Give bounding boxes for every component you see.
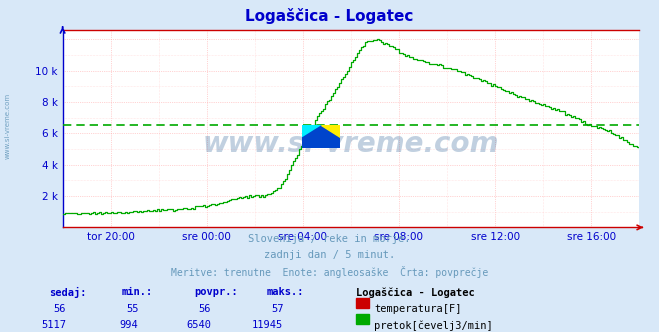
Text: Meritve: trenutne  Enote: angleosaške  Črta: povprečje: Meritve: trenutne Enote: angleosaške Črt… — [171, 266, 488, 278]
Text: 11945: 11945 — [252, 320, 283, 330]
Text: maks.:: maks.: — [267, 287, 304, 297]
Polygon shape — [302, 125, 339, 148]
Text: temperatura[F]: temperatura[F] — [374, 304, 462, 314]
Text: 57: 57 — [271, 304, 283, 314]
Text: sedaj:: sedaj: — [49, 287, 87, 298]
Text: 5117: 5117 — [41, 320, 66, 330]
Text: Logaščica - Logatec: Logaščica - Logatec — [356, 287, 474, 298]
Polygon shape — [321, 125, 339, 136]
Polygon shape — [302, 125, 339, 148]
Text: www.si-vreme.com: www.si-vreme.com — [203, 130, 499, 158]
Text: 55: 55 — [126, 304, 138, 314]
Text: pretok[čevelj3/min]: pretok[čevelj3/min] — [374, 320, 493, 331]
Text: Logaščica - Logatec: Logaščica - Logatec — [245, 8, 414, 24]
Polygon shape — [302, 125, 321, 136]
Text: 994: 994 — [120, 320, 138, 330]
Text: zadnji dan / 5 minut.: zadnji dan / 5 minut. — [264, 250, 395, 260]
Text: 56: 56 — [198, 304, 211, 314]
Text: Slovenija / reke in morje.: Slovenija / reke in morje. — [248, 234, 411, 244]
Text: povpr.:: povpr.: — [194, 287, 238, 297]
Text: 6540: 6540 — [186, 320, 211, 330]
Text: min.:: min.: — [122, 287, 153, 297]
Text: 56: 56 — [53, 304, 66, 314]
Text: www.si-vreme.com: www.si-vreme.com — [5, 93, 11, 159]
